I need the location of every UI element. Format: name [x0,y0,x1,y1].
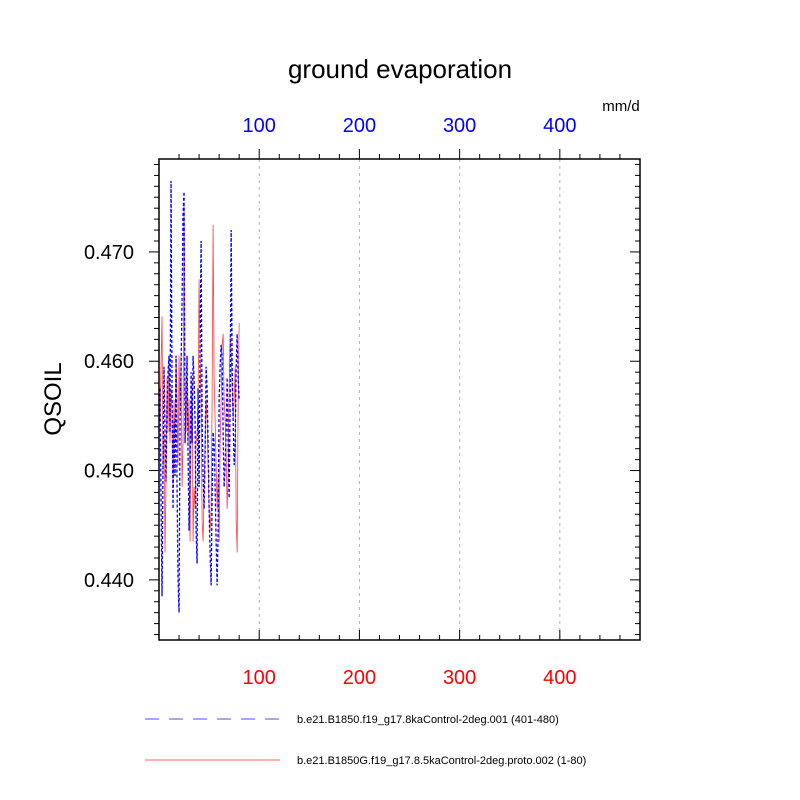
x-tick-label-bottom: 200 [343,667,376,689]
series-line-1 [159,180,240,613]
y-axis-label: QSOIL [40,362,67,435]
y-tick-label: 0.470 [84,242,134,264]
y-tick-label: 0.450 [84,461,134,483]
plot-frame [158,158,641,641]
axis-tick-labels: 100 100 200 200 300 300 400 400 0.440 0.450 0.460 0… [84,115,577,689]
y-tick-label: 0.460 [84,351,134,373]
x-tick-label-top: 100 [243,115,276,137]
x-tick-label-top: 300 [443,115,476,137]
x-tick-label-bottom: 100 [243,667,276,689]
x-tick-label-top: 200 [343,115,376,137]
legend: b.e21.B1850.f19_g17.8kaControl-2deg.001 … [145,714,586,767]
x-tick-label-bottom: 300 [443,667,476,689]
axis-ticks [149,149,640,640]
chart-title: ground evaporation [288,54,512,84]
x-gridlines [258,159,561,640]
units-label: mm/d [602,98,640,115]
y-tick-label: 0.440 [84,570,134,592]
x-tick-label-top: 400 [543,115,576,137]
x-tick-label-bottom: 400 [543,667,576,689]
legend-label-series-2: b.e21.B1850G.f19_g17.8.5kaControl-2deg.p… [297,755,586,767]
series-layer [159,180,240,613]
legend-label-series-1: b.e21.B1850.f19_g17.8kaControl-2deg.001 … [297,714,559,726]
